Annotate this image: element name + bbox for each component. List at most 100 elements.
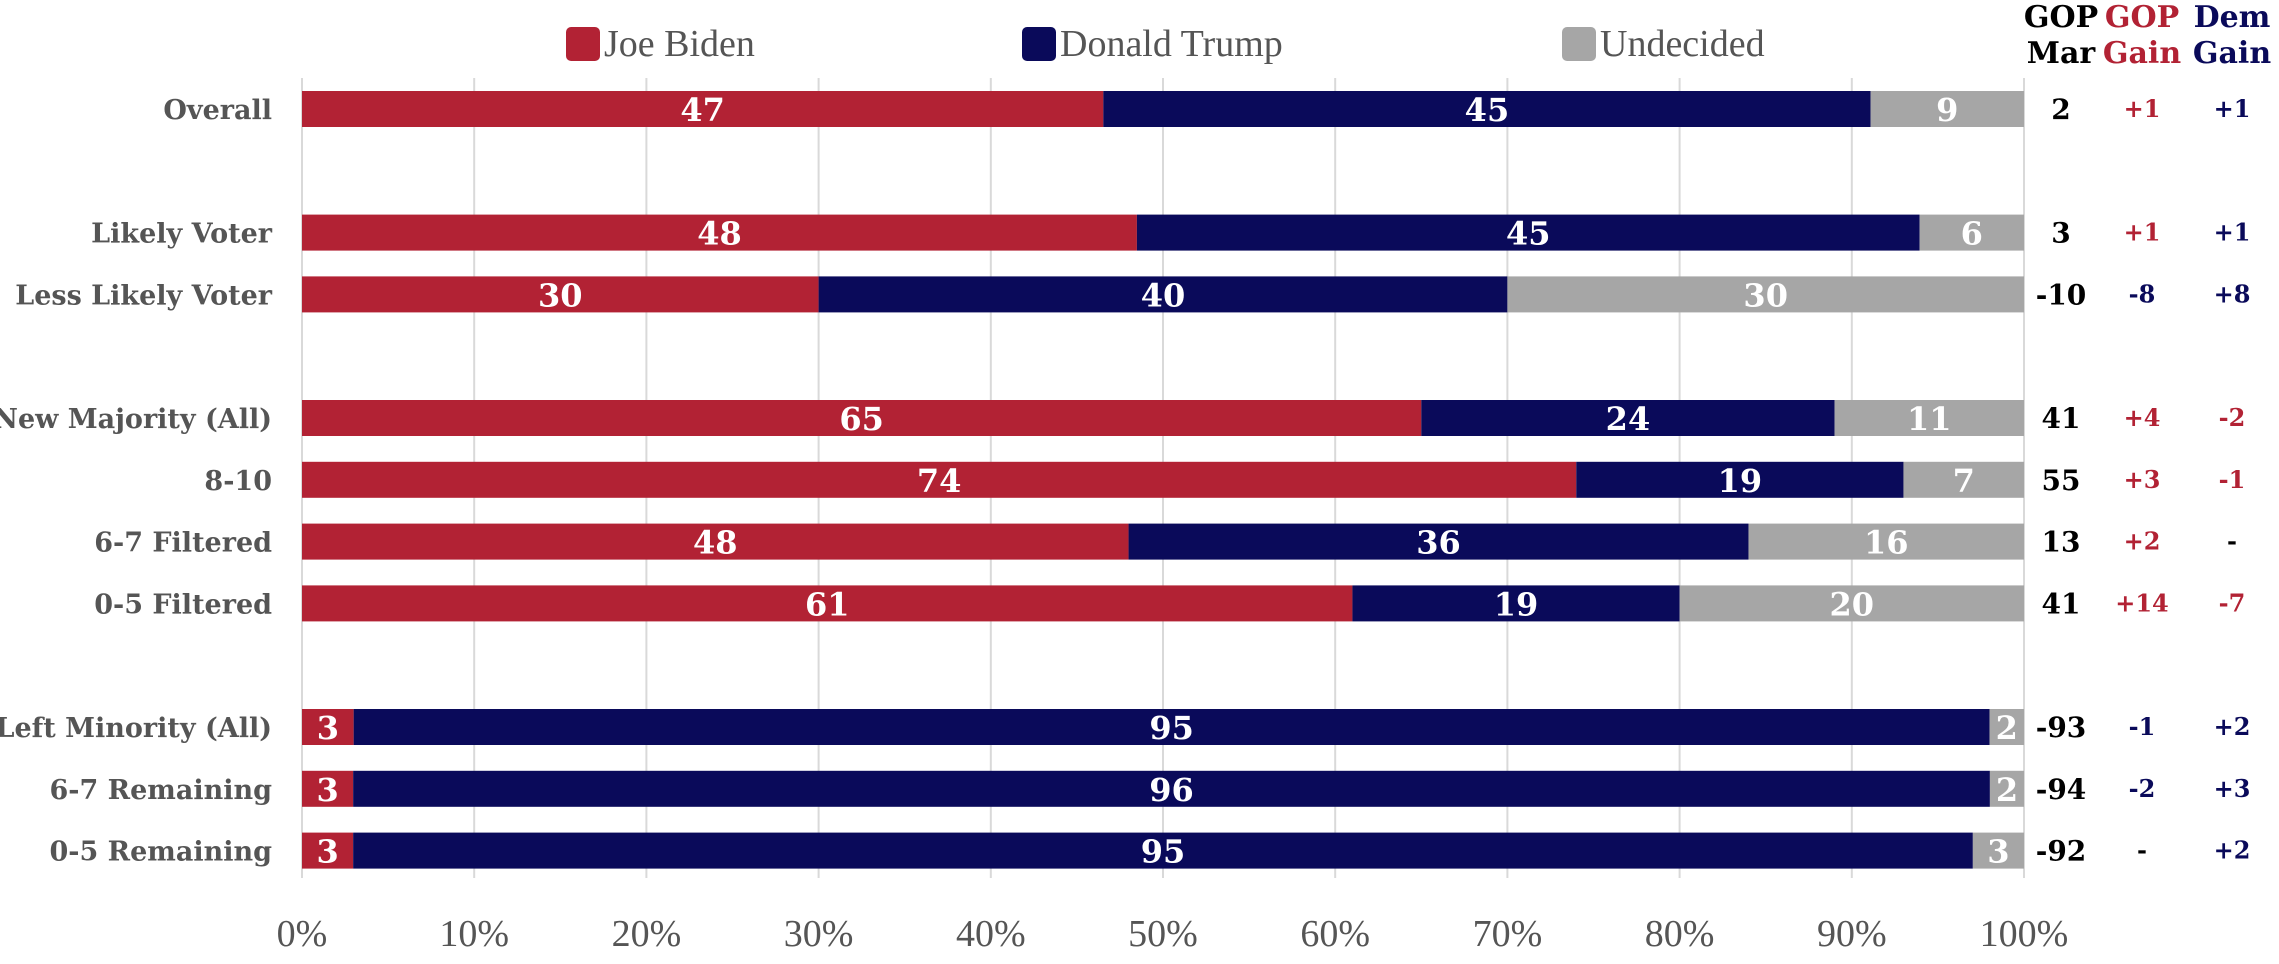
side-column-header-line: GOP [2024, 0, 2098, 35]
bar-value-label: 45 [1465, 91, 1510, 129]
bar-segment [1989, 770, 2024, 807]
gop-gain-value: - [2137, 836, 2147, 865]
gop-gain-value: +14 [2115, 588, 2169, 617]
x-tick-label: 60% [1300, 913, 1370, 955]
category-label: Overall [163, 95, 272, 126]
bar-value-label: 20 [1830, 585, 1875, 623]
bar-segment [302, 523, 1129, 560]
bar-value-label: 7 [1953, 462, 1975, 500]
bar-value-label: 40 [1141, 276, 1186, 314]
gop-margin-value: 41 [2042, 402, 2081, 435]
legend-label: Donald Trump [1060, 23, 1283, 65]
bar-value-label: 2 [1996, 771, 2018, 809]
gop-margin-value: -93 [2036, 711, 2087, 744]
x-axis-ticks: 0% 10% 20% 30% 40% 50% 60% 70% 80% 90% 100% [277, 913, 2069, 955]
bar-value-label: 3 [1987, 833, 2009, 871]
bar-value-label: 11 [1907, 400, 1952, 438]
bar-value-label: 30 [538, 276, 583, 314]
bars-layer: 47 45 9 48 45 6 30 40 30 65 24 11 74 19 7 48 36 16 61 19 20 3… [302, 91, 2024, 871]
bar-value-label: 30 [1743, 276, 1788, 314]
category-label: New Majority (All) [0, 404, 272, 435]
bar-value-label: 3 [316, 771, 338, 809]
bar-segment [1421, 400, 1835, 436]
gop-margin-value: 55 [2042, 464, 2081, 497]
bar-row: 30 40 30 [302, 276, 2024, 314]
bar-segment [302, 214, 1137, 251]
dem-gain-value: - [2227, 527, 2237, 556]
gop-gain-value: +4 [2124, 403, 2161, 432]
gop-margin-value: -94 [2036, 773, 2087, 806]
bar-segment [302, 400, 1422, 436]
gop-gain-value: +3 [2124, 465, 2161, 494]
x-tick-label: 100% [1980, 913, 2069, 955]
side-column-header-line: Mar [2027, 36, 2097, 71]
bar-segment [302, 832, 354, 869]
bar-value-label: 6 [1961, 215, 1983, 253]
x-tick-label: 40% [956, 913, 1026, 955]
side-column-header-line: GOP [2105, 0, 2179, 35]
bar-segment [353, 832, 1973, 869]
bar-value-label: 3 [316, 833, 338, 871]
category-label: 0-5 Filtered [94, 589, 272, 620]
dem-gain-value: +1 [2214, 218, 2251, 247]
bar-row: 3 95 3 [302, 832, 2024, 871]
dem-gain-value: +2 [2214, 836, 2251, 865]
dem-gain-value: -1 [2219, 465, 2246, 494]
side-column-header-line: Gain [2103, 36, 2181, 71]
gop-margin-value: -10 [2036, 278, 2087, 311]
side-column-header-line: Dem [2194, 0, 2271, 35]
category-labels: Overall Likely Voter Less Likely Voter New … [0, 95, 273, 868]
category-label: 0-5 Remaining [49, 837, 272, 868]
x-tick-label: 10% [439, 913, 509, 955]
bar-value-label: 3 [317, 709, 339, 747]
gop-margin-value: 2 [2051, 93, 2070, 126]
bar-segment [1136, 214, 1920, 251]
bar-segment [353, 770, 1990, 807]
legend-item: Donald Trump [1022, 23, 1283, 65]
bar-segment [1919, 214, 2024, 251]
category-label: 8-10 [204, 466, 272, 497]
bar-value-label: 47 [680, 91, 725, 129]
bar-segment [1903, 461, 2024, 498]
gop-gain-value: -2 [2129, 774, 2156, 803]
bar-segment [818, 276, 1508, 313]
bar-segment [1989, 709, 2024, 745]
bar-value-label: 9 [1936, 91, 1958, 129]
bar-row: 61 19 20 [302, 585, 2024, 623]
bar-value-label: 65 [839, 400, 884, 438]
bar-value-label: 95 [1141, 833, 1186, 871]
bar-segment [1870, 91, 2024, 127]
side-column-header-line: Gain [2193, 36, 2271, 71]
x-tick-label: 30% [784, 913, 854, 955]
bar-segment [302, 709, 354, 745]
bar-value-label: 95 [1149, 709, 1194, 747]
bar-value-label: 48 [697, 215, 742, 253]
bar-segment [302, 276, 819, 313]
x-tick-label: 80% [1645, 913, 1715, 955]
bar-segment [302, 461, 1577, 498]
bar-segment [302, 585, 1353, 622]
x-tick-label: 90% [1817, 913, 1887, 955]
category-label: 6-7 Remaining [49, 775, 272, 806]
bar-segment [1972, 832, 2024, 869]
bar-segment [1128, 523, 1749, 560]
bar-segment [1679, 585, 2024, 622]
bar-value-label: 19 [1494, 585, 1539, 623]
bar-value-label: 45 [1506, 215, 1551, 253]
bar-segment [1352, 585, 1680, 622]
bar-value-label: 36 [1416, 524, 1461, 562]
gop-margin-value: 3 [2051, 217, 2070, 250]
category-label: 6-7 Filtered [94, 528, 272, 559]
bar-value-label: 61 [805, 585, 850, 623]
bar-segment [353, 709, 1990, 745]
gop-margin-value: -92 [2036, 835, 2087, 868]
bar-row: 74 19 7 [302, 461, 2024, 500]
legend-swatch [1022, 27, 1056, 61]
legend: Joe Biden Donald Trump Undecided [566, 23, 1765, 65]
gop-margin-value: 13 [2042, 526, 2081, 559]
bar-row: 48 36 16 [302, 523, 2024, 562]
x-tick-label: 50% [1128, 913, 1198, 955]
dem-gain-value: +2 [2214, 712, 2251, 741]
